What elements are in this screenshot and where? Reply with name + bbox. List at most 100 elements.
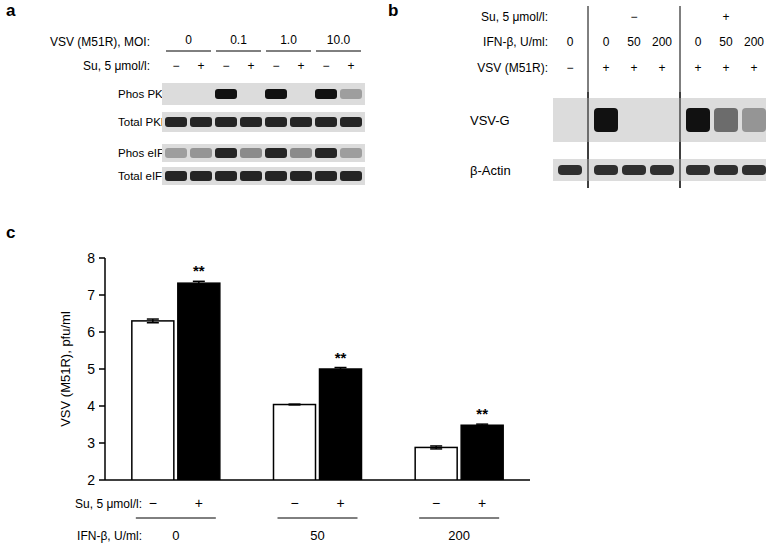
su-sign: − [322,59,329,73]
blot-band [315,171,337,181]
blot-band [315,89,337,99]
moi-label: 10.0 [327,33,351,47]
vsv-sign: + [722,61,729,75]
y-tick [99,368,105,370]
panel-label: a [6,1,16,20]
blot-band [622,108,646,132]
blot-band [558,165,582,175]
vsv-sign: + [694,61,701,75]
ifn-dose: 0 [695,35,702,49]
su-sign: − [222,59,229,73]
error-bar [335,368,347,371]
blot-band [340,117,362,127]
ifn-dose: 0 [567,35,574,49]
blot-band [742,108,766,132]
ifn-dose: 50 [719,35,733,49]
moi-label: 1.0 [280,33,297,47]
blot-band [215,148,237,158]
blot-strip [553,98,766,142]
blot-band [240,171,262,181]
error-cap [335,370,347,372]
x-tick-label: + [195,495,203,511]
row-label: IFN-β, U/ml: [483,35,548,49]
y-tick-label: 8 [87,250,95,266]
vsv-sign: + [658,61,665,75]
row-label: VSV (M51R), MOI: [50,35,150,49]
vsv-sign: + [750,61,757,75]
y-tick [99,405,105,407]
group-label: 50 [310,528,324,543]
blot-band [290,117,312,127]
y-tick-label: 5 [87,361,95,377]
y-tick-label: 3 [87,435,95,451]
ifn-dose: 0 [603,35,610,49]
blot-band [290,148,312,158]
error-cap [476,426,488,428]
blot-band [340,148,362,158]
panel-label: c [6,223,15,242]
error-bar [476,424,488,426]
su-sign: − [630,10,637,24]
blot-strip [162,167,365,185]
vsv-sign: + [630,61,637,75]
blot-band [650,108,674,132]
lane-separator [680,6,681,188]
blot-band [240,89,262,99]
blot-band [265,148,287,158]
significance: ** [193,262,205,279]
moi-label: 0.1 [230,33,247,47]
error-bar [289,404,301,406]
blot-band [190,148,212,158]
blot-band [315,148,337,158]
lane-separator [588,6,589,188]
blot-band [650,165,674,175]
y-tick-label: 7 [87,287,95,303]
su-sign: − [172,59,179,73]
error-bar [193,281,205,285]
blot-band [165,148,187,158]
blot-strip [162,144,365,162]
blot-band [215,89,237,99]
blot-band [290,171,312,181]
blot-strip [553,159,766,181]
blot-band [265,171,287,181]
blot-band [594,108,618,132]
blot-band [714,108,738,132]
blot-band [558,108,582,132]
blot-band [165,117,187,127]
blot-band [265,117,287,127]
y-tick-label: 2 [87,472,95,488]
group-underline [316,51,361,52]
row-label: Su, 5 μmol/l: [75,497,142,511]
lane-separator [680,92,681,188]
x-tick-label: + [336,495,344,511]
lane-separator [588,92,589,188]
y-tick [99,331,105,333]
group-underline [266,51,311,52]
blot-label: β-Actin [470,163,511,178]
blot-band [742,165,766,175]
y-tick [99,294,105,296]
blot-strip [162,83,365,105]
moi-label: 0 [185,33,192,47]
su-sign: + [247,59,254,73]
blot-band [290,89,312,99]
blot-band [165,171,187,181]
error-cap [193,281,205,283]
blot-band [215,117,237,127]
bar [320,369,362,480]
ifn-dose: 200 [744,35,764,49]
group-label: 0 [172,528,179,543]
bar [274,405,316,480]
y-tick-label: 4 [87,398,95,414]
bar [415,447,457,480]
panel-label: b [388,1,398,20]
su-sign: + [722,10,729,24]
bar [132,321,174,480]
y-tick [99,257,105,259]
group-underline [278,518,358,519]
group-underline [166,51,211,52]
blot-strip [162,112,365,132]
group-label: 200 [448,528,470,543]
blot-band [340,171,362,181]
